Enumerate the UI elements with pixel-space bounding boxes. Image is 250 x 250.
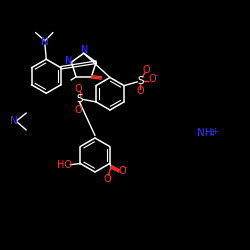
Text: NH: NH [197,128,213,138]
Text: ⁻: ⁻ [122,165,127,174]
Text: N: N [10,116,18,126]
Text: 4: 4 [210,130,214,138]
Text: O: O [148,74,156,85]
Text: O: O [143,65,150,75]
Text: S: S [137,76,144,86]
Text: ⁻: ⁻ [154,73,158,82]
Text: O: O [104,174,111,184]
Text: ⁻: ⁻ [108,174,112,183]
Text: S: S [76,94,83,104]
Text: O: O [136,86,144,96]
Text: HO: HO [57,160,72,170]
Text: O: O [74,84,82,94]
Text: O: O [118,166,126,176]
Text: N: N [41,37,49,47]
Text: N: N [65,56,72,66]
Text: +: + [211,126,218,136]
Text: N: N [81,45,89,55]
Text: O: O [74,105,82,115]
